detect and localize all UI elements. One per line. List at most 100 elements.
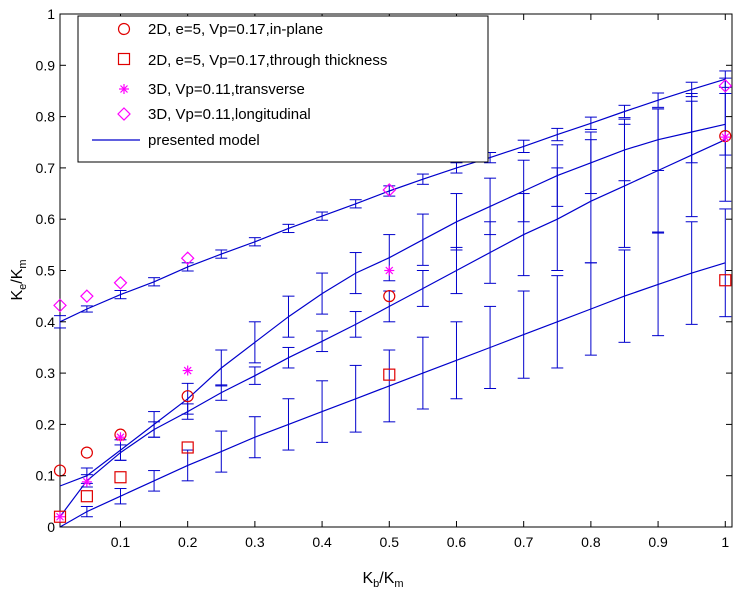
- legend-item-through-thickness: 2D, e=5, Vp=0.17,through thickness: [117, 52, 387, 69]
- marker-in-plane: [383, 290, 396, 303]
- error-bar: [517, 193, 530, 277]
- error-bar: [282, 295, 295, 338]
- error-bar: [719, 208, 732, 318]
- y-tick-label: 0.5: [36, 263, 56, 279]
- x-axis-label-sub2: m: [394, 578, 403, 590]
- marker-longitudinal: [382, 183, 397, 197]
- x-tick-label: 0.1: [111, 534, 131, 550]
- y-axis-label: Ke/Km: [9, 259, 29, 300]
- error-bar: [114, 290, 127, 300]
- error-bar: [652, 92, 665, 108]
- marker-through-thickness: [114, 471, 127, 484]
- marker-longitudinal: [180, 251, 195, 266]
- legend-diamond-marker: [117, 107, 131, 121]
- legend-item-transverse: 3D, Vp=0.11,transverse: [119, 81, 305, 98]
- error-bar: [618, 104, 631, 119]
- error-bar: [517, 139, 530, 154]
- x-tick-label: 0.8: [581, 534, 601, 550]
- error-bar: [652, 232, 665, 337]
- y-tick-label: 0: [47, 519, 55, 535]
- error-bar: [416, 213, 429, 266]
- error-bar: [80, 505, 93, 518]
- marker-through-thickness: [719, 274, 732, 287]
- x-axis-label-tail: /K: [379, 570, 394, 587]
- error-bar: [584, 116, 597, 130]
- y-tick-label: 0.7: [36, 160, 56, 176]
- error-bar: [148, 421, 161, 438]
- marker-in-plane: [80, 446, 93, 459]
- error-bar: [248, 321, 261, 364]
- error-bar: [416, 336, 429, 410]
- error-bar: [282, 346, 295, 369]
- y-axis: 0 0.1 0.2 0.3 0.4 0.5 0.6 0.7 0.8 0.9 1: [36, 6, 732, 535]
- x-tick-label: 0.5: [380, 534, 400, 550]
- error-bar: [685, 221, 698, 325]
- y-tick-label: 0.6: [36, 211, 56, 227]
- error-bar: [618, 123, 631, 248]
- legend-label-model: presented model: [148, 132, 260, 149]
- y-tick-label: 0.4: [36, 314, 56, 330]
- error-bar: [316, 272, 329, 315]
- error-bar: [114, 444, 127, 461]
- legend-square-marker: [117, 52, 131, 66]
- y-axis-label-main: K: [9, 290, 26, 301]
- error-bar: [551, 167, 564, 271]
- error-bar: [316, 211, 329, 221]
- legend-circle-marker: [117, 22, 131, 36]
- error-bar: [484, 305, 497, 389]
- error-bar: [349, 199, 362, 209]
- error-bar: [181, 449, 194, 482]
- y-axis-label-tail: /K: [9, 268, 26, 283]
- y-tick-label: 0.8: [36, 109, 56, 125]
- x-tick-label: 0.6: [447, 534, 467, 550]
- marker-transverse: [720, 132, 731, 143]
- error-bar: [450, 246, 463, 295]
- y-tick-label: 1: [47, 6, 55, 22]
- error-bar: [114, 488, 127, 505]
- legend-item-in-plane: 2D, e=5, Vp=0.17,in-plane: [117, 21, 323, 38]
- error-bar: [282, 223, 295, 234]
- error-bar: [551, 127, 564, 142]
- error-bar: [316, 380, 329, 443]
- error-bar: [450, 321, 463, 400]
- error-bar: [416, 173, 429, 185]
- marker-through-thickness: [53, 510, 67, 523]
- x-tick-label: 0.3: [245, 534, 265, 550]
- error-bar: [517, 290, 530, 379]
- error-bar: [248, 237, 261, 247]
- legend-label-longitudinal: 3D, Vp=0.11,longitudinal: [148, 106, 311, 123]
- legend-label-in-plane: 2D, e=5, Vp=0.17,in-plane: [148, 21, 323, 38]
- legend-item-model: presented model: [92, 132, 260, 149]
- marker-longitudinal: [80, 289, 94, 303]
- error-bar: [349, 364, 362, 433]
- error-bar: [148, 277, 161, 287]
- x-axis-label-main: K: [362, 570, 373, 587]
- y-axis-label-sub2: m: [17, 259, 29, 268]
- error-bar: [349, 311, 362, 338]
- error-bar: [316, 330, 329, 353]
- error-bar: [248, 366, 261, 385]
- error-bar: [450, 162, 463, 174]
- error-bar: [215, 384, 228, 401]
- error-bar: [584, 262, 597, 356]
- y-tick-label: 0.3: [36, 365, 56, 381]
- data-markers: [53, 78, 733, 523]
- x-axis: 0.1 0.2 0.3 0.4 0.5 0.6 0.7 0.8 0.9 1: [111, 14, 729, 550]
- error-bar: [416, 270, 429, 307]
- x-tick-label: 0.4: [312, 534, 332, 550]
- x-tick-label: 0.2: [178, 534, 198, 550]
- legend-label-transverse: 3D, Vp=0.11,transverse: [148, 81, 305, 98]
- error-bars: [54, 70, 732, 518]
- error-bar: [383, 349, 396, 423]
- error-bar: [215, 430, 228, 473]
- legend-asterisk-marker: [119, 84, 129, 94]
- marker-transverse: [182, 365, 193, 376]
- x-axis-label-sub: b: [373, 578, 379, 590]
- error-bar: [80, 305, 93, 313]
- error-bar: [484, 221, 497, 284]
- marker-through-thickness: [383, 368, 396, 381]
- y-tick-label: 0.2: [36, 416, 56, 432]
- y-tick-label: 0.9: [36, 57, 56, 73]
- marker-transverse: [81, 476, 92, 487]
